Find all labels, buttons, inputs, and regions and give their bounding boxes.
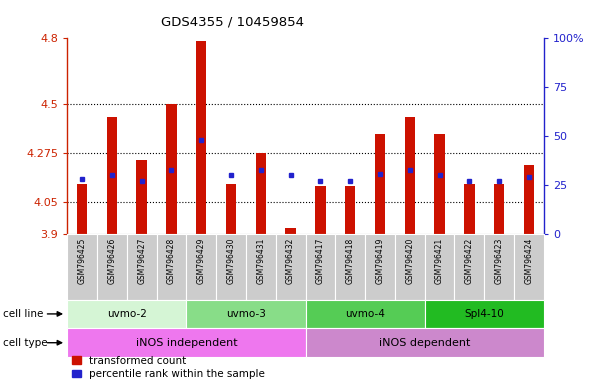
Bar [484, 234, 514, 300]
Bar [67, 328, 306, 357]
Text: GSM796430: GSM796430 [227, 237, 235, 284]
Bar [166, 104, 177, 234]
Text: uvmo-3: uvmo-3 [226, 309, 266, 319]
Text: GDS4355 / 10459854: GDS4355 / 10459854 [161, 15, 304, 28]
Text: GSM796418: GSM796418 [346, 237, 354, 284]
Bar [186, 234, 216, 300]
Text: uvmo-4: uvmo-4 [345, 309, 385, 319]
Text: cell line: cell line [3, 309, 43, 319]
Text: GSM796419: GSM796419 [376, 237, 384, 284]
Bar [216, 234, 246, 300]
Bar [395, 234, 425, 300]
Legend: transformed count, percentile rank within the sample: transformed count, percentile rank withi… [73, 356, 265, 379]
Bar [127, 234, 156, 300]
Bar [514, 234, 544, 300]
Text: iNOS dependent: iNOS dependent [379, 338, 470, 348]
Bar [276, 234, 306, 300]
Bar [345, 186, 356, 234]
Bar [434, 134, 445, 234]
Bar [77, 184, 87, 234]
Bar [494, 184, 504, 234]
Bar [455, 234, 484, 300]
Text: GSM796421: GSM796421 [435, 237, 444, 284]
Bar [255, 152, 266, 234]
Text: GSM796420: GSM796420 [405, 237, 414, 284]
Bar [186, 300, 306, 328]
Text: iNOS independent: iNOS independent [136, 338, 237, 348]
Bar [425, 300, 544, 328]
Bar [425, 234, 455, 300]
Text: GSM796425: GSM796425 [78, 237, 87, 284]
Text: GSM796422: GSM796422 [465, 237, 474, 284]
Text: GSM796431: GSM796431 [257, 237, 265, 284]
Bar [306, 234, 335, 300]
Text: GSM796427: GSM796427 [137, 237, 146, 284]
Text: cell type: cell type [3, 338, 48, 348]
Text: Spl4-10: Spl4-10 [464, 309, 504, 319]
Text: GSM796426: GSM796426 [108, 237, 116, 284]
Text: GSM796423: GSM796423 [495, 237, 503, 284]
Bar [306, 328, 544, 357]
Text: uvmo-2: uvmo-2 [107, 309, 147, 319]
Bar [365, 234, 395, 300]
Text: GSM796429: GSM796429 [197, 237, 206, 284]
Bar [196, 41, 207, 234]
Bar [226, 184, 236, 234]
Bar [67, 234, 97, 300]
Bar [524, 165, 534, 234]
Bar [335, 234, 365, 300]
Bar [375, 134, 385, 234]
Bar [136, 160, 147, 234]
Bar [156, 234, 186, 300]
Bar [404, 117, 415, 234]
Bar [306, 300, 425, 328]
Text: GSM796432: GSM796432 [286, 237, 295, 284]
Bar [97, 234, 127, 300]
Bar [315, 186, 326, 234]
Text: GSM796417: GSM796417 [316, 237, 325, 284]
Text: GSM796424: GSM796424 [524, 237, 533, 284]
Bar [464, 184, 475, 234]
Bar [67, 300, 186, 328]
Bar [285, 228, 296, 234]
Text: GSM796428: GSM796428 [167, 237, 176, 284]
Bar [246, 234, 276, 300]
Bar [107, 117, 117, 234]
